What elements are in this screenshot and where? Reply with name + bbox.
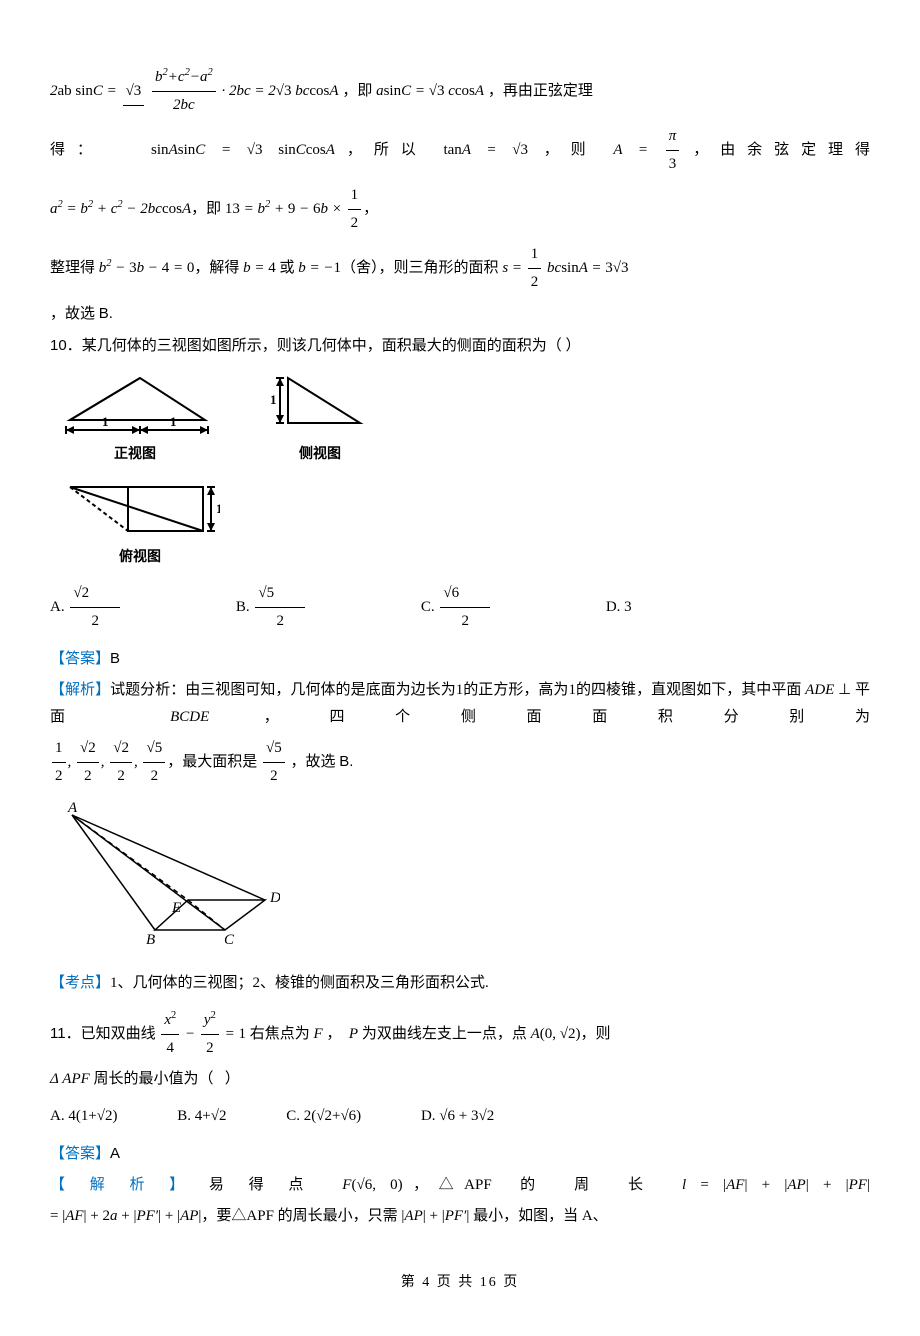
svg-text:1: 1 [102, 414, 109, 429]
q10-opt-c: C. √62 [421, 599, 574, 615]
svg-text:D: D [269, 890, 280, 906]
analysis-label-11: 【 解 析 】 [50, 1177, 195, 1193]
q10-kaodian: 【考点】1、几何体的三视图；2、棱锥的侧面积及三角形面积公式. [50, 970, 870, 997]
front-label: 正视图 [60, 442, 210, 467]
svg-text:E: E [171, 900, 181, 916]
q11-stem: 11．已知双曲线 x24 − y22 = 1 右焦点为 F ， P 为双曲线左支… [50, 1007, 870, 1062]
q11-opt-b: B. 4+√2 [177, 1108, 254, 1124]
front-view: 1 1 正视图 [60, 368, 210, 467]
q9-text1b: ，再由正弦定理 [488, 83, 593, 99]
q10-options: A. √22 B. √52 C. √62 D. 3 [50, 580, 870, 635]
svg-text:1: 1 [216, 501, 220, 516]
side-view: 1 侧视图 [270, 368, 370, 467]
q10-kaodian-text: 1、几何体的三视图；2、棱锥的侧面积及三角形面积公式. [110, 975, 489, 991]
q10-opt-b: B. √52 [236, 599, 389, 615]
q10-stem-text: 某几何体的三视图如图所示，则该几何体中，面积最大的侧面的面积为（ ） [82, 338, 581, 354]
q10-analysis-2: 12, √22, √22, √52，最大面积是 √52 ，故选 B. [50, 735, 870, 790]
q10-opt-a: A. √22 [50, 599, 204, 615]
q9-line5: ，故选 B. [50, 300, 870, 328]
q11-opt-a: A. 4(1+√2) [50, 1108, 146, 1124]
q9-line2: 得： sinAsinC = √3 sinCcosA，所以 tanA = √3 ，… [50, 123, 870, 178]
q10-number: 10． [50, 337, 82, 354]
side-label: 侧视图 [270, 442, 370, 467]
page-footer: 第 4 页 共 16 页 [50, 1270, 870, 1295]
kaodian-label: 【考点】 [50, 975, 110, 991]
q9-line3: a2 = b2 + c2 − 2bccosA，即 13 = b2 + 9 − 6… [50, 182, 870, 237]
top-label: 俯视图 [60, 545, 220, 570]
three-views: 1 1 正视图 1 侧视图 [60, 368, 870, 570]
q10-opt-d: D. 3 [606, 599, 660, 615]
svg-text:1: 1 [170, 414, 177, 429]
q11-number: 11． [50, 1025, 81, 1042]
svg-text:B: B [146, 932, 155, 948]
analysis-label: 【解析】 [50, 682, 110, 698]
q10-answer: 【答案】B [50, 645, 870, 673]
svg-text:C: C [224, 932, 235, 948]
q11-analysis-2: = |AF| + 2a + |PF′| + |AP|，要△APF 的周长最小，只… [50, 1203, 870, 1230]
q11-options: A. 4(1+√2) B. 4+√2 C. 2(√2+√6) D. √6 + 3… [50, 1103, 870, 1130]
q9-eq-line1: 2ab sinC = √3 b2+c2−a22bc · 2bc = 2√3 bc… [50, 64, 870, 119]
top-view: 1 俯视图 [60, 479, 220, 570]
svg-text:1: 1 [270, 392, 277, 407]
q9-line4: 整理得 b2 − 3b − 4 = 0，解得 b = 4 或 b = −1（舍）… [50, 241, 870, 296]
q9-text1: ，即 [342, 83, 376, 99]
q10-stem: 10．某几何体的三视图如图所示，则该几何体中，面积最大的侧面的面积为（ ） [50, 332, 870, 360]
svg-text:A: A [67, 800, 78, 816]
answer-label-11: 【答案】 [50, 1146, 110, 1162]
pyramid-figure: A B C D E [60, 800, 870, 960]
q10-answer-val: B [110, 650, 120, 667]
q10-analysis-1: 【解析】试题分析：由三视图可知，几何体的是底面为边长为1的正方形，高为1的四棱锥… [50, 677, 870, 731]
q11-opt-c: C. 2(√2+√6) [286, 1108, 389, 1124]
q11-analysis-1: 【 解 析 】 易 得 点 F(√6, 0)，△APF 的 周 长 l = |A… [50, 1172, 870, 1199]
q11-stem-a: 已知双曲线 [81, 1026, 156, 1042]
q11-opt-d: D. √6 + 3√2 [421, 1108, 522, 1124]
q11-answer: 【答案】A [50, 1140, 870, 1168]
q11-stem-2: Δ APF △APF 周长的最小值为（ ）周长的最小值为（ ） [50, 1066, 870, 1093]
q11-answer-val: A [110, 1145, 120, 1162]
answer-label: 【答案】 [50, 651, 110, 667]
